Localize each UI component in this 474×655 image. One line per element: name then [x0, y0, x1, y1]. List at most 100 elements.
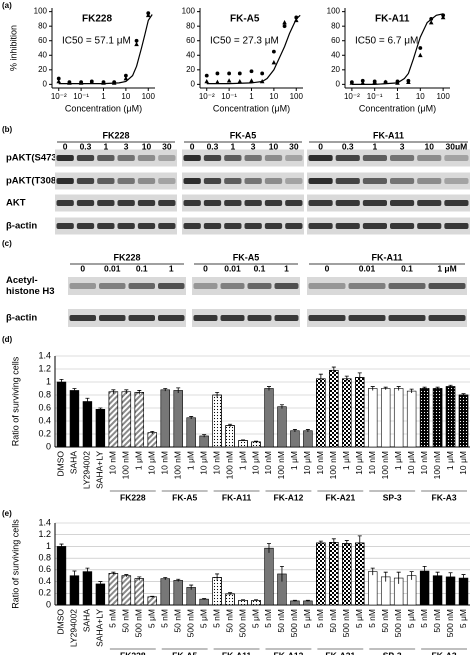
x-tick-label: 5 nM: [159, 609, 169, 628]
blot-band: [390, 178, 415, 184]
x-tick-label: 50 nM: [224, 609, 234, 633]
y-axis-label: Ratio of surviving cells: [10, 356, 20, 446]
data-point: [89, 79, 95, 84]
y-tick-label: 0: [191, 79, 196, 88]
blot-band: [308, 178, 333, 184]
blot-band: [308, 315, 346, 321]
blot-band: [285, 200, 303, 206]
bar: [406, 390, 417, 448]
x-tick-label: 500 nM: [445, 609, 455, 637]
blot-band: [285, 223, 303, 229]
y-axis-label: % inhibition: [8, 25, 18, 71]
blot-strip: [192, 277, 300, 295]
blot-band: [158, 315, 185, 321]
blot-band: [203, 200, 222, 206]
x-tick-label: 10 μM: [406, 451, 416, 475]
blot-band: [203, 223, 222, 229]
x-tick-label: 100 nM: [172, 451, 182, 479]
x-tick-label: 10⁻¹: [221, 92, 237, 101]
data-point: [204, 78, 210, 84]
error-bar: [59, 543, 64, 549]
bar: [95, 583, 106, 606]
x-tick-label: 10 nM: [367, 451, 377, 475]
blot-strip: [68, 277, 186, 295]
row-label: AKT: [6, 198, 26, 209]
x-tick-label: 500 nM: [341, 609, 351, 637]
x-tick-label: 1: [249, 92, 254, 101]
error-bar: [215, 392, 220, 398]
blot-strip: [307, 194, 470, 212]
lane-label: 1: [169, 263, 174, 273]
blot-band: [390, 223, 415, 229]
error-bar: [279, 404, 284, 409]
blot-band: [335, 155, 360, 161]
blot-band: [76, 155, 95, 161]
bar-pattern: [238, 600, 248, 606]
bar: [160, 578, 170, 606]
blot-strip: [307, 277, 467, 295]
group-label: FK228: [113, 252, 140, 262]
y-tick-label: 1.2: [38, 363, 51, 373]
data-point: [282, 20, 287, 25]
x-tick-label: DMSO: [56, 451, 66, 477]
blot-band: [362, 178, 387, 184]
blot-band: [128, 315, 155, 321]
error-bar: [409, 388, 414, 394]
lane-label: 10: [425, 141, 435, 151]
blot-strip: [55, 172, 177, 190]
x-tick-label: 10 μM: [147, 451, 157, 475]
error-bar: [111, 389, 116, 394]
x-tick-label: 10⁻²: [199, 92, 215, 101]
blot-band: [97, 178, 115, 184]
row-label: pAKT(T308): [6, 176, 59, 187]
bar: [173, 580, 183, 606]
group-label: FK-A11: [373, 130, 404, 140]
data-point: [145, 12, 151, 18]
group-label: FK-A11: [371, 252, 402, 262]
blot-strip: [55, 149, 177, 167]
blot-band: [335, 178, 360, 184]
blot-band: [244, 223, 262, 229]
error-bar: [383, 571, 388, 582]
bar: [380, 388, 391, 448]
lane-label: 0: [318, 141, 323, 151]
x-tick-label: 1 μM: [393, 451, 403, 470]
bar: [393, 388, 404, 448]
x-tick-label: 10 nM: [315, 451, 325, 475]
lane-label: 1 μM: [437, 263, 456, 273]
plot-title: FK-A5: [230, 14, 260, 25]
blot-band: [183, 155, 201, 161]
blot-band: [69, 315, 96, 321]
lane-label: 10: [269, 141, 279, 151]
blot-band: [417, 223, 442, 229]
group-label: FK-A11: [222, 650, 252, 655]
blot-band: [117, 155, 135, 161]
blot-strip: [55, 194, 177, 212]
data-point: [440, 14, 446, 20]
bar-pattern: [238, 440, 248, 448]
error-bar: [163, 577, 168, 580]
group-label: FK228: [120, 492, 146, 502]
x-tick-label: 5 nM: [419, 609, 429, 628]
bar: [303, 430, 313, 448]
blot-band: [335, 200, 360, 206]
bar-pattern: [108, 573, 119, 606]
bar-pattern: [251, 600, 261, 606]
blot-band: [264, 200, 283, 206]
lane-label: 10: [142, 141, 152, 151]
bar-pattern: [225, 593, 235, 606]
y-tick-label: 100: [34, 7, 48, 16]
x-tick-label: 10⁻²: [51, 92, 67, 101]
y-tick-label: 20: [38, 65, 47, 74]
bar-pattern: [212, 577, 222, 606]
bar: [186, 417, 196, 448]
x-tick-label: 10: [121, 92, 130, 101]
panel-label: (d): [2, 335, 13, 344]
error-bar: [228, 592, 233, 596]
blot-band: [97, 155, 115, 161]
bar: [406, 575, 417, 606]
group-label: SP-3: [383, 650, 402, 655]
data-point: [406, 79, 411, 84]
x-tick-label: LY294002: [69, 609, 79, 647]
